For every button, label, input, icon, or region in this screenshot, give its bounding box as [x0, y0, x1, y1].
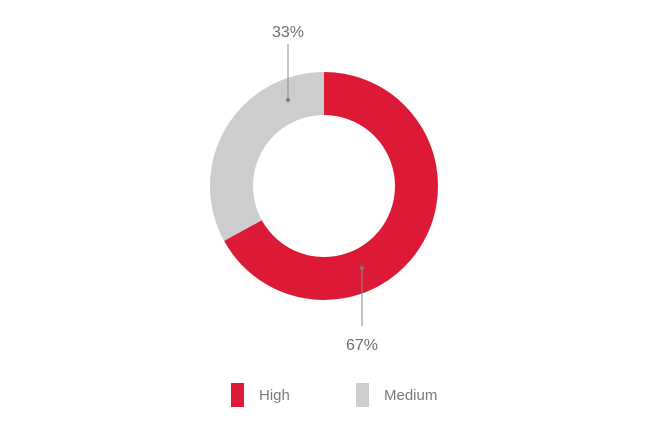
chart-legend: High Medium [0, 383, 668, 409]
data-label-medium: 33% [272, 24, 304, 41]
donut-slice-medium [210, 72, 324, 241]
legend-item-high: High [231, 383, 290, 407]
leader-dot-high [360, 266, 364, 270]
legend-label-high: High [259, 386, 290, 404]
legend-swatch-medium [356, 383, 369, 407]
donut-slice-high [224, 72, 438, 300]
legend-swatch-high [231, 383, 244, 407]
legend-label-medium: Medium [384, 386, 438, 404]
data-label-high: 67% [346, 337, 378, 354]
leader-dot-medium [286, 98, 290, 102]
legend-item-medium: Medium [356, 383, 437, 407]
